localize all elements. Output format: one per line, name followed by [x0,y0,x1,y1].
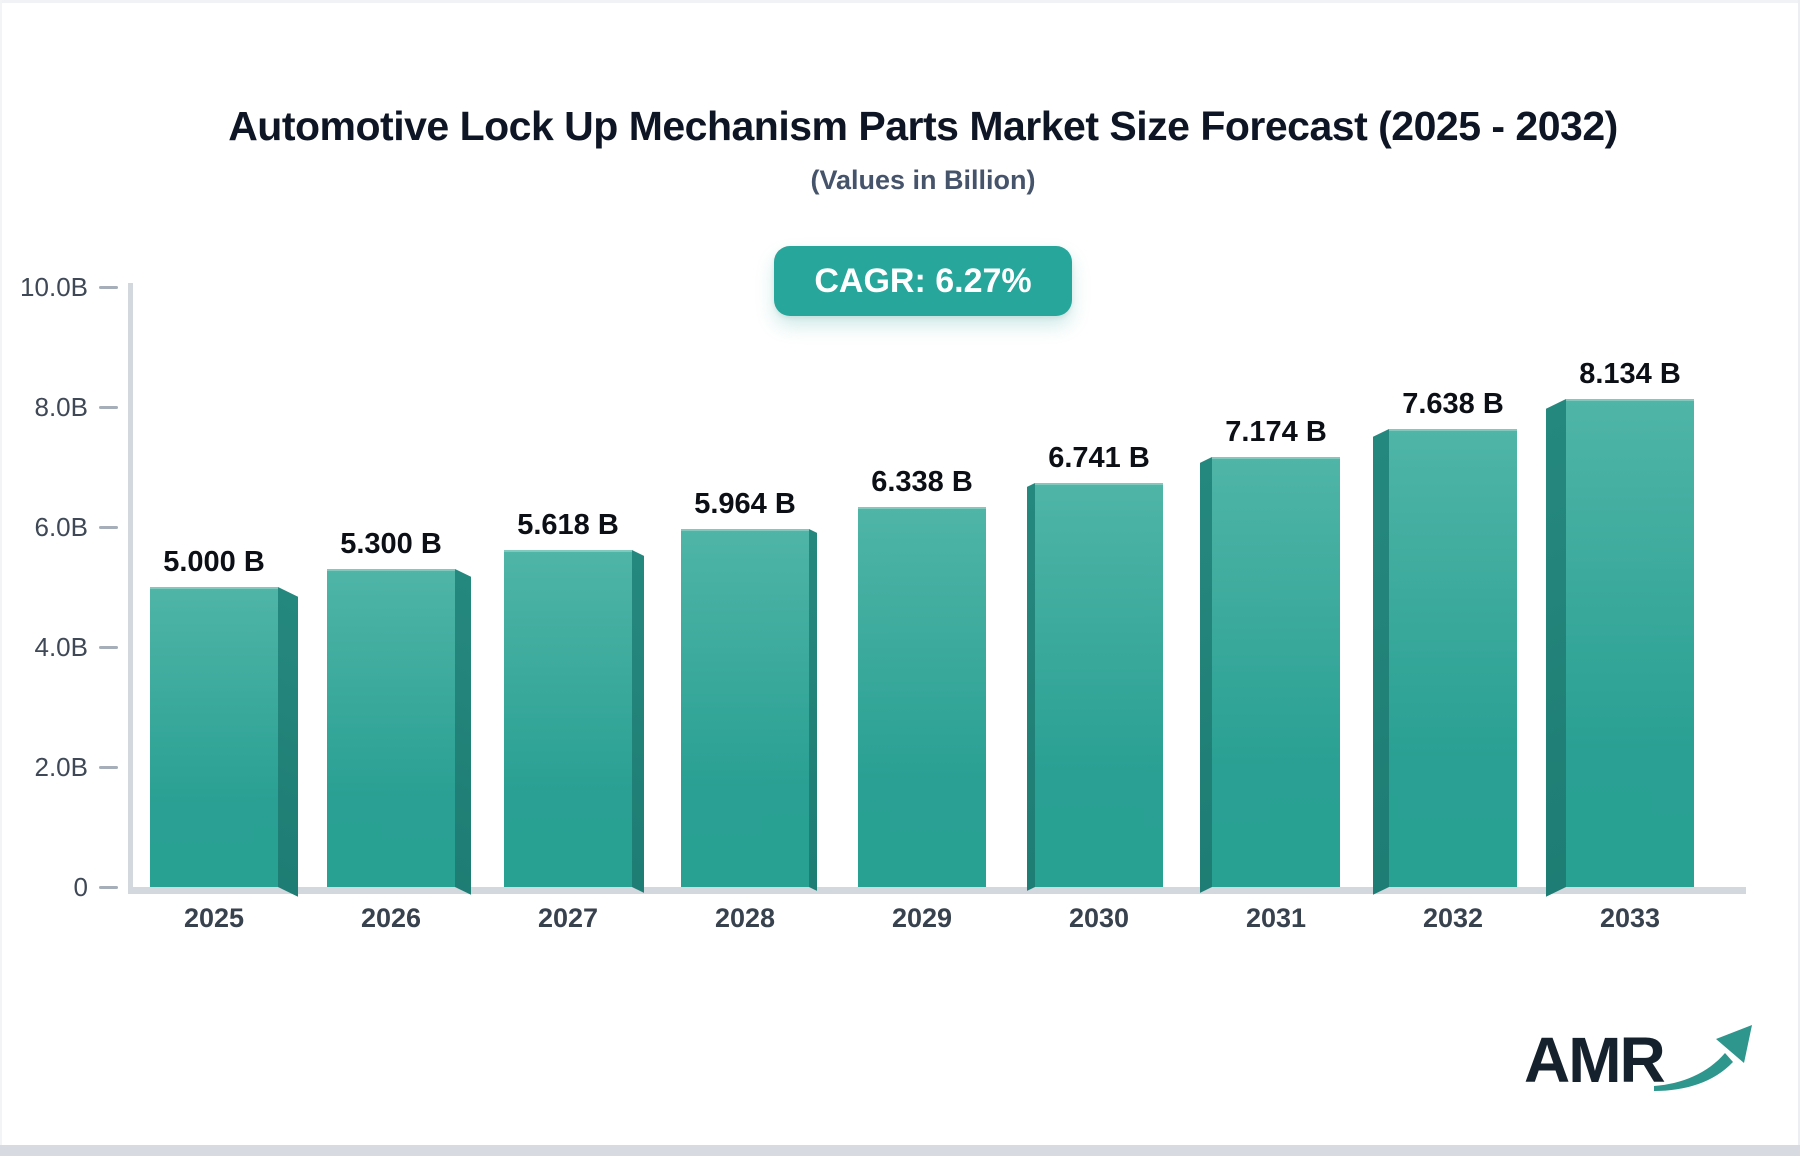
y-axis-tick-dash [99,286,118,289]
x-axis-label: 2030 [1068,903,1130,933]
bar-2032: 7.638 B [1373,388,1517,895]
chart-header: Automotive Lock Up Mechanism Parts Marke… [46,102,1800,317]
chart-title: Automotive Lock Up Mechanism Parts Marke… [228,103,1618,149]
bar-face [1212,457,1340,887]
bar-face [858,507,986,887]
y-axis-tick-dash [99,406,118,409]
x-axis-label: 2031 [1245,903,1307,933]
y-axis-tick-dash [99,646,118,649]
x-axis-label: 2033 [1599,903,1661,933]
bar-value-label: 7.174 B [1225,416,1327,448]
bar-2027: 5.618 B [504,509,644,893]
amr-logo: AMR [1524,1024,1756,1103]
x-axis-label: 2026 [360,903,422,933]
bar-2033: 8.134 B [1546,358,1694,897]
bar-side-face [1546,399,1566,897]
bar-value-label: 6.741 B [1048,442,1150,474]
bar-value-label: 6.338 B [871,466,973,498]
window-right-edge [1798,0,1800,1156]
bar-side-face [632,550,644,893]
y-axis-tick-label: 2.0B [34,752,89,782]
window-top-edge [0,0,1800,3]
y-axis-tick-label: 4.0B [34,632,89,662]
bar-side-face [1027,483,1035,891]
window-left-edge [0,0,2,1156]
growth-arrow-icon [1652,1022,1756,1103]
y-axis-tick-dash [99,766,118,769]
x-axis-label: 2028 [714,903,776,933]
bar-face [1566,399,1694,887]
y-axis-tick-label: 0 [73,872,88,902]
window-bottom-edge [0,1145,1800,1156]
bar-2028: 5.964 B [681,488,817,891]
bar-face [327,569,455,887]
bar-side-face [1373,429,1389,895]
y-axis-tick-label: 10.0B [20,272,88,302]
bar-side-face [809,529,817,891]
bar-face [1389,429,1517,887]
bar-side-face [278,587,298,897]
bar-face [681,529,809,887]
y-axis-tick-dash [99,526,118,529]
bar-2026: 5.300 B [327,528,471,895]
amr-logo-text: AMR [1524,1024,1666,1096]
x-axis-label: 2032 [1422,903,1484,933]
x-axis-label: 2025 [183,903,245,933]
x-axis-label: 2029 [891,903,953,933]
bar-2031: 7.174 B [1200,416,1340,893]
x-axis-line [128,887,1746,894]
bar-value-label: 7.638 B [1402,388,1504,420]
x-axis-label: 2027 [537,903,599,933]
bar-face [504,550,632,887]
bar-value-label: 5.300 B [340,528,442,560]
bar-side-face [455,569,471,895]
bar-face [150,587,278,887]
bar-2030: 6.741 B [1027,442,1163,891]
bar-value-label: 5.000 B [163,546,265,578]
bar-value-label: 5.618 B [517,509,619,541]
bar-2025: 5.000 B [150,546,298,897]
bar-2029: 6.338 B [858,466,986,887]
y-axis-line [128,283,133,894]
chart-subtitle: (Values in Billion) [810,165,1036,196]
cagr-badge: CAGR: 6.27% [774,246,1072,317]
bar-value-label: 8.134 B [1579,358,1681,390]
bar-value-label: 5.964 B [694,488,796,520]
y-axis-tick-label: 8.0B [34,392,89,422]
y-axis-tick-dash [99,886,118,889]
bar-face [1035,483,1163,887]
y-axis-tick-label: 6.0B [34,512,89,542]
bar-side-face [1200,457,1212,893]
